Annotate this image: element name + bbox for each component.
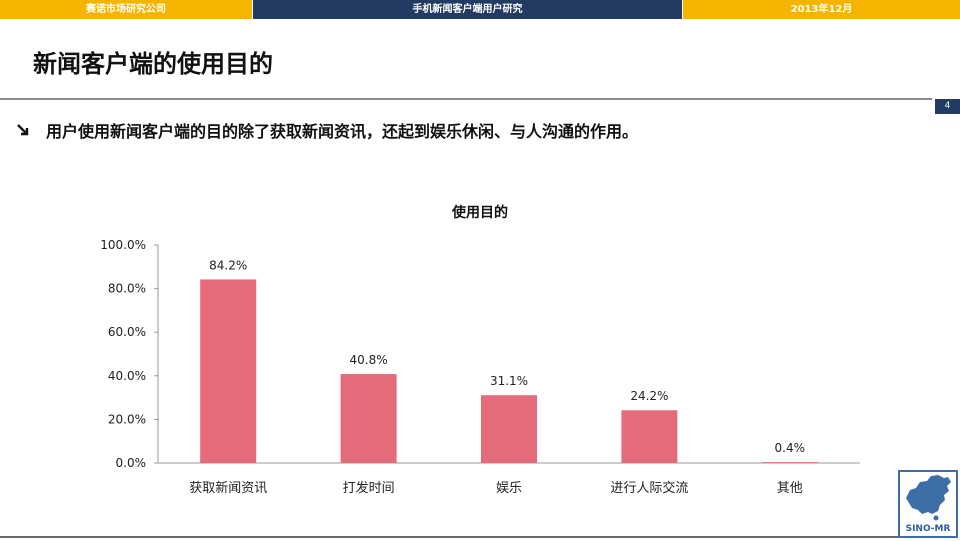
sino-mr-logo: SINO-MR xyxy=(898,470,958,538)
page-number: 4 xyxy=(935,99,960,114)
china-map-icon xyxy=(906,475,951,521)
bar-value-label: 0.4% xyxy=(775,441,806,455)
bar-value-label: 40.8% xyxy=(350,353,388,367)
y-tick-label: 40.0% xyxy=(108,369,146,383)
x-category-label: 获取新闻资讯 xyxy=(189,480,267,496)
y-tick-label: 0.0% xyxy=(116,456,147,470)
y-tick-label: 60.0% xyxy=(108,325,146,339)
key-finding-text: 用户使用新闻客户端的目的除了获取新闻资讯，还起到娱乐休闲、与人沟通的作用。 xyxy=(46,122,639,141)
arrow-down-right-icon xyxy=(16,122,32,141)
y-tick-label: 80.0% xyxy=(108,282,146,296)
report-name: 手机新闻客户端用户研究 xyxy=(253,0,682,19)
x-category-label: 娱乐 xyxy=(496,481,522,496)
usage-purpose-chart: 使用目的 0.0% 20.0% 40.0% 60.0% 80.0% 100.0% 84.2… xyxy=(100,204,860,496)
title-divider xyxy=(0,98,932,100)
bar xyxy=(481,395,537,463)
bar xyxy=(200,279,257,463)
key-finding: 用户使用新闻客户端的目的除了获取新闻资讯，还起到娱乐休闲、与人沟通的作用。 xyxy=(16,118,638,142)
x-category-label: 其他 xyxy=(777,481,803,496)
report-date: 2013年12月 xyxy=(683,0,960,19)
bar xyxy=(340,374,397,463)
top-header-bar: 赛诺市场研究公司 手机新闻客户端用户研究 2013年12月 xyxy=(0,0,960,19)
x-category-label: 进行人际交流 xyxy=(610,480,688,496)
chart-title: 使用目的 xyxy=(451,204,508,221)
page-title: 新闻客户端的使用目的 xyxy=(33,50,273,78)
bar xyxy=(621,410,678,463)
x-category-label: 打发时间 xyxy=(343,480,395,496)
y-tick-label: 100.0% xyxy=(100,238,146,252)
bar xyxy=(761,462,818,464)
footer-divider xyxy=(0,536,898,538)
company-name: 赛诺市场研究公司 xyxy=(0,0,252,19)
y-tick-label: 20.0% xyxy=(108,412,146,426)
logo-text: SINO-MR xyxy=(905,524,951,534)
bar-value-label: 24.2% xyxy=(630,389,668,403)
bar-value-label: 84.2% xyxy=(209,258,247,272)
bar-value-label: 31.1% xyxy=(490,374,528,388)
